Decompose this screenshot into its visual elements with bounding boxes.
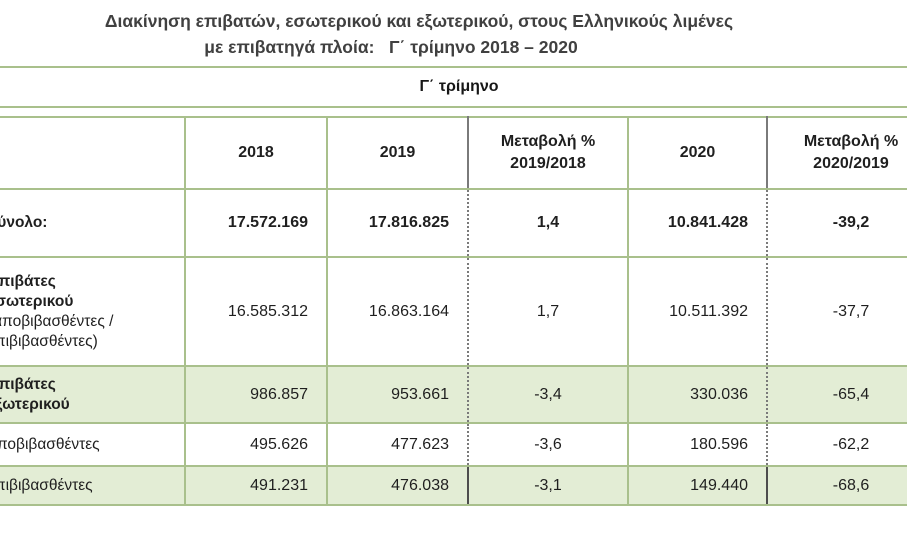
quarter-band-header: Γ΄ τρίμηνο bbox=[0, 66, 907, 108]
col-header-change-2020-2019: Μεταβολή % 2020/2019 bbox=[766, 117, 907, 190]
row-label-line: αποβιβασθέντες bbox=[0, 435, 100, 453]
cell-embarked-2018: 491.231 bbox=[184, 466, 327, 506]
cell-international-change-2019-2018: -3,4 bbox=[467, 366, 628, 424]
row-label-total: Σύνολο: bbox=[0, 189, 185, 258]
cell-domestic-2018: 16.585.312 bbox=[184, 257, 327, 367]
cell-total-2018: 17.572.169 bbox=[184, 189, 327, 258]
cell-disembarked-2018: 495.626 bbox=[184, 423, 327, 467]
document-sheet: Διακίνηση επιβατών, εσωτερικού και εξωτε… bbox=[0, 0, 907, 506]
cell-disembarked-2019: 477.623 bbox=[326, 423, 468, 467]
cell-embarked-2019: 476.038 bbox=[326, 466, 468, 506]
page-title-line1: Διακίνηση επιβατών, εσωτερικού και εξωτε… bbox=[104, 11, 734, 31]
cell-disembarked-2020: 180.596 bbox=[627, 423, 767, 467]
cell-international-change-2020-2019: -65,4 bbox=[766, 366, 907, 424]
col-header-change-line2: 2020/2019 bbox=[813, 155, 889, 172]
row-label-line: εσωτερικού bbox=[0, 292, 74, 310]
page-title-line2: με επιβατηγά πλοία: Γ΄ τρίμηνο 2018 – 20… bbox=[204, 37, 578, 57]
col-header-change-line2: 2019/2018 bbox=[510, 155, 586, 172]
cell-embarked-2020: 149.440 bbox=[627, 466, 767, 506]
col-header-change-line1: Μεταβολή % bbox=[500, 133, 596, 150]
row-label-line: Επιβάτες bbox=[0, 375, 56, 393]
cell-international-2020: 330.036 bbox=[627, 366, 767, 424]
table-row-embarked: επιβιβασθέντες 491.231 476.038 -3,1 149.… bbox=[0, 466, 907, 506]
row-label-line: επιβιβασθέντες) bbox=[0, 332, 98, 350]
cell-domestic-change-2020-2019: -37,7 bbox=[766, 257, 907, 367]
col-header-change-2019-2018: Μεταβολή % 2019/2018 bbox=[467, 117, 628, 190]
col-header-2020: 2020 bbox=[627, 117, 767, 190]
col-header-2019: 2019 bbox=[326, 117, 468, 190]
row-label-international: Επιβάτες εξωτερικού bbox=[0, 366, 185, 424]
cell-domestic-2019: 16.863.164 bbox=[326, 257, 468, 367]
cell-international-2018: 986.857 bbox=[184, 366, 327, 424]
cell-total-2020: 10.841.428 bbox=[627, 189, 767, 258]
passenger-traffic-table: 2018 2019 Μεταβολή % 2019/2018 2020 Μετα… bbox=[0, 116, 907, 506]
row-label-line: επιβιβασθέντες bbox=[0, 476, 93, 494]
row-label-disembarked: αποβιβασθέντες bbox=[0, 423, 185, 467]
cell-total-2019: 17.816.825 bbox=[326, 189, 468, 258]
row-label-embarked: επιβιβασθέντες bbox=[0, 466, 185, 506]
row-label-line: Επιβάτες bbox=[0, 272, 56, 290]
row-label-domestic: Επιβάτες εσωτερικού (αποβιβασθέντες / επ… bbox=[0, 257, 185, 367]
cell-international-2019: 953.661 bbox=[326, 366, 468, 424]
row-label-line: εξωτερικού bbox=[0, 395, 70, 413]
page-title: Διακίνηση επιβατών, εσωτερικού και εξωτε… bbox=[0, 0, 854, 60]
row-label-line: Σύνολο: bbox=[0, 214, 48, 231]
table-row-total: Σύνολο: 17.572.169 17.816.825 1,4 10.841… bbox=[0, 189, 907, 258]
cell-domestic-2020: 10.511.392 bbox=[627, 257, 767, 367]
cell-embarked-change-2020-2019: -68,6 bbox=[766, 466, 907, 506]
col-header-empty bbox=[0, 117, 185, 190]
cell-domestic-change-2019-2018: 1,7 bbox=[467, 257, 628, 367]
table-header-row: 2018 2019 Μεταβολή % 2019/2018 2020 Μετα… bbox=[0, 117, 907, 190]
col-header-change-line1: Μεταβολή % bbox=[803, 133, 899, 150]
table-row-domestic-passengers: Επιβάτες εσωτερικού (αποβιβασθέντες / επ… bbox=[0, 257, 907, 367]
cell-embarked-change-2019-2018: -3,1 bbox=[467, 466, 628, 506]
cell-total-change-2019-2018: 1,4 bbox=[467, 189, 628, 258]
cell-total-change-2020-2019: -39,2 bbox=[766, 189, 907, 258]
table-row-disembarked: αποβιβασθέντες 495.626 477.623 -3,6 180.… bbox=[0, 423, 907, 467]
row-label-line: (αποβιβασθέντες / bbox=[0, 312, 114, 330]
cell-disembarked-change-2020-2019: -62,2 bbox=[766, 423, 907, 467]
cell-disembarked-change-2019-2018: -3,6 bbox=[467, 423, 628, 467]
col-header-2018: 2018 bbox=[184, 117, 327, 190]
table-row-international-passengers: Επιβάτες εξωτερικού 986.857 953.661 -3,4… bbox=[0, 366, 907, 424]
